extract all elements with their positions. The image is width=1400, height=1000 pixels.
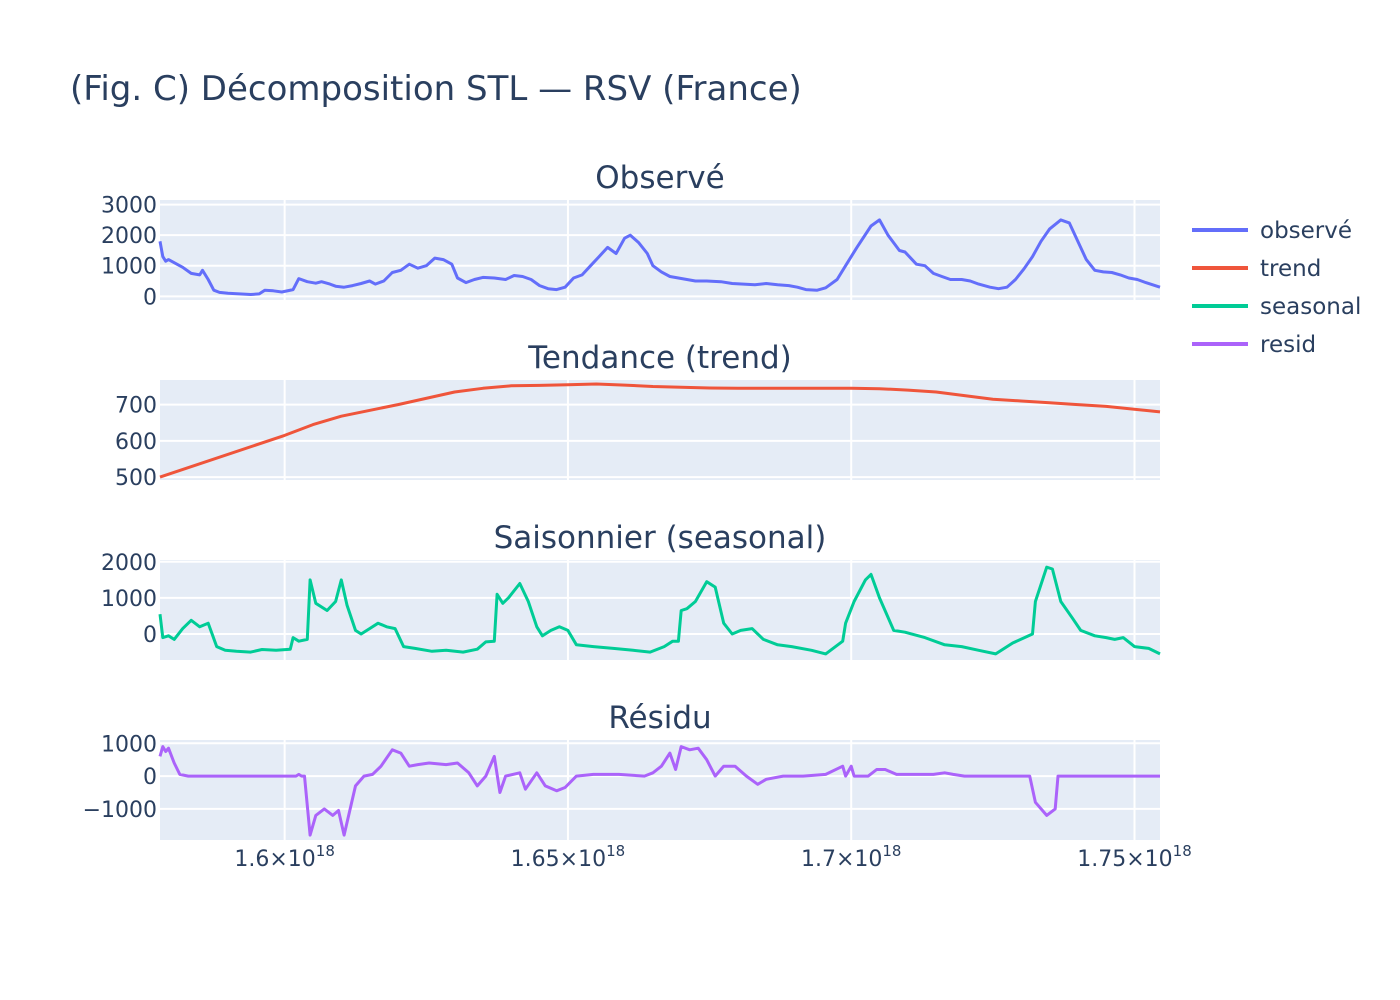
trend-line [159,382,1161,479]
subplot-title: Observé [595,160,724,196]
legend-label: trend [1260,256,1321,282]
plot-background [160,380,1160,480]
x-tick-label: 1.7×1018 [801,842,902,872]
subplot-title: Tendance (trend) [527,340,792,376]
x-axis-tick-labels: 1.6×1018 1.65×1018 1.7×1018 1.75×1018 [234,842,1191,872]
y-tick-label: 3000 [101,194,157,219]
subplot-seasonal: 0 1000 2000 Saisonnier (seasonal) [101,520,1161,660]
subplot-title: Saisonnier (seasonal) [494,520,827,556]
x-tick-label: 1.6×1018 [234,842,335,872]
subplot-title: Résidu [608,700,711,736]
subplot-trend: 500 600 700 Tendance (trend) [115,340,1161,491]
y-tick-label: 700 [115,394,157,419]
subplots-container: 0 1000 2000 3000 Observé 500 600 700 Tendance (t… [83,160,1161,840]
y-tick-label: 1000 [101,587,157,612]
y-tick-label: 0 [143,623,157,648]
x-tick-label: 1.75×1018 [1077,842,1192,872]
y-tick-label: −1000 [83,798,157,823]
plot-background [160,740,1160,840]
legend-item-trend[interactable]: trend [1192,256,1321,282]
y-tick-label: 2000 [101,551,157,576]
x-tick-label: 1.65×1018 [511,842,626,872]
legend-label: resid [1260,332,1316,358]
subplot-observé: 0 1000 2000 3000 Observé [101,160,1161,310]
resid-line [158,745,1160,837]
observé-line [158,218,1161,296]
seasonal-line [158,565,1161,656]
legend-item-observé[interactable]: observé [1192,218,1352,244]
y-tick-label: 0 [143,765,157,790]
y-tick-label: 1000 [101,255,157,280]
legend-item-seasonal[interactable]: seasonal [1192,294,1361,320]
figure-title: (Fig. C) Décomposition STL — RSV (France… [70,69,802,109]
legend-label: seasonal [1260,294,1361,320]
y-tick-label: 1000 [101,732,157,757]
y-tick-label: 2000 [101,224,157,249]
legend-label: observé [1260,218,1352,244]
y-tick-label: 0 [143,285,157,310]
legend-item-resid[interactable]: resid [1192,332,1316,358]
legend[interactable]: observé trend seasonal resid [1192,218,1361,358]
y-tick-label: 500 [115,466,157,491]
subplot-resid: −1000 0 1000 Résidu [83,700,1160,840]
y-tick-label: 600 [115,430,157,455]
